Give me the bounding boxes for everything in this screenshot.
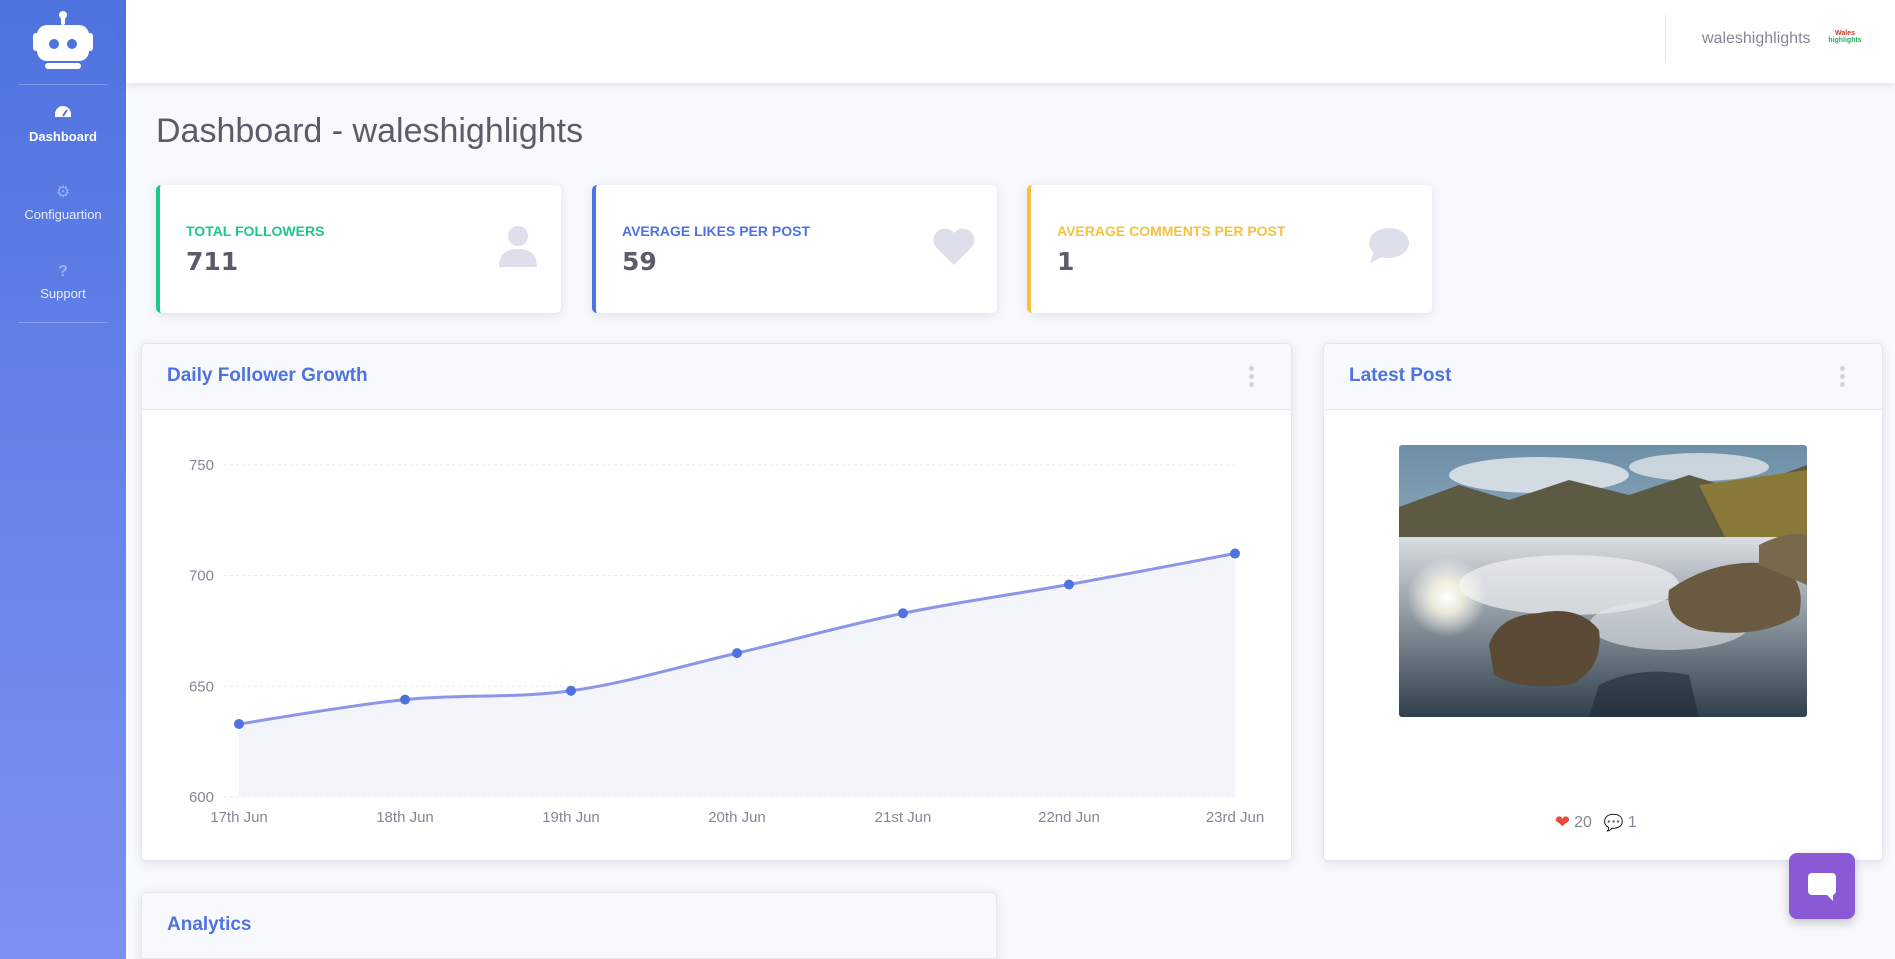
question-icon: ? — [58, 263, 68, 280]
latest-post-card: Latest Post — [1323, 343, 1883, 861]
area-fill — [239, 553, 1235, 797]
card-title: Daily Follower Growth — [167, 365, 368, 386]
topbar: waleshighlights Wales highlights — [126, 0, 1895, 83]
data-point — [400, 694, 410, 705]
stat-value: 1 — [1057, 247, 1075, 276]
sidebar-item-dashboard[interactable]: Dashboard — [0, 85, 126, 164]
stat-label: Average Comments per post — [1057, 223, 1286, 239]
y-tick-label: 650 — [189, 678, 214, 695]
chat-bubble-icon — [1808, 873, 1836, 895]
more-options-icon[interactable] — [1840, 366, 1846, 388]
sidebar-item-label: Configuartion — [24, 207, 102, 222]
more-options-icon[interactable] — [1249, 366, 1255, 388]
stat-card-followers: Total Followers 711 — [156, 185, 561, 313]
likes-count: 20 — [1574, 813, 1592, 831]
follower-line-chart: 600 650 700 750 17th Jun 18th Jun 19th Jun 20th… — [189, 457, 1264, 826]
stat-card-likes: Average Likes per post 59 — [592, 185, 997, 313]
gear-icon: ⚙ — [55, 184, 71, 201]
x-tick-label: 23rd Jun — [1206, 809, 1264, 826]
stat-card-comments: Average Comments per post 1 — [1027, 185, 1432, 313]
topbar-divider — [1665, 15, 1666, 63]
stat-label: Average Likes per post — [622, 223, 810, 239]
stat-value: 711 — [186, 247, 239, 276]
analytics-card: Analytics — [141, 892, 997, 959]
sidebar-item-support[interactable]: ? Support — [0, 243, 126, 322]
data-point — [234, 718, 244, 729]
card-header: Latest Post — [1324, 344, 1882, 410]
robot-icon — [33, 11, 93, 73]
data-point — [1230, 548, 1240, 559]
heart-icon: ❤ — [1555, 812, 1571, 832]
comment-icon — [1369, 228, 1409, 263]
x-tick-label: 19th Jun — [542, 809, 600, 826]
stat-value: 59 — [622, 247, 657, 276]
y-tick-label: 750 — [189, 457, 214, 474]
chat-button[interactable] — [1789, 853, 1855, 919]
card-title: Analytics — [167, 914, 252, 935]
tachometer-icon — [54, 105, 72, 123]
data-point — [898, 608, 908, 619]
latest-post-image[interactable] — [1399, 445, 1807, 717]
data-point — [1064, 579, 1074, 590]
comment-icon: 💬 — [1603, 814, 1624, 832]
sidebar-divider — [18, 322, 108, 323]
data-point — [566, 685, 576, 696]
sidebar-item-configuration[interactable]: ⚙ Configuartion — [0, 164, 126, 243]
x-tick-label: 17th Jun — [210, 809, 268, 826]
follower-growth-card: Daily Follower Growth 600 650 700 750 17th J… — [141, 343, 1292, 861]
x-tick-label: 21st Jun — [875, 809, 932, 826]
comments-count: 1 — [1627, 813, 1637, 831]
heart-icon — [933, 228, 975, 265]
post-stats: ❤ 20 💬 1 — [1555, 812, 1637, 833]
card-header: Daily Follower Growth — [142, 344, 1291, 410]
x-tick-label: 18th Jun — [376, 809, 434, 826]
y-tick-label: 600 — [189, 789, 214, 806]
user-icon — [499, 226, 537, 267]
y-tick-label: 700 — [189, 568, 214, 585]
data-point — [732, 648, 742, 659]
stat-label: Total Followers — [186, 223, 325, 239]
sidebar-item-label: Support — [40, 286, 86, 301]
card-header: Analytics — [142, 893, 996, 959]
page-title: Dashboard - waleshighlights — [156, 112, 584, 150]
sidebar-divider — [18, 84, 108, 85]
card-title: Latest Post — [1349, 365, 1452, 386]
x-tick-label: 22nd Jun — [1038, 809, 1100, 826]
user-avatar[interactable]: Wales highlights — [1828, 30, 1862, 44]
x-tick-label: 20th Jun — [708, 809, 766, 826]
sidebar-item-label: Dashboard — [29, 129, 97, 144]
brand-logo[interactable] — [0, 0, 126, 84]
user-name[interactable]: waleshighlights — [1702, 30, 1811, 47]
sidebar: Dashboard ⚙ Configuartion ? Support — [0, 0, 126, 959]
